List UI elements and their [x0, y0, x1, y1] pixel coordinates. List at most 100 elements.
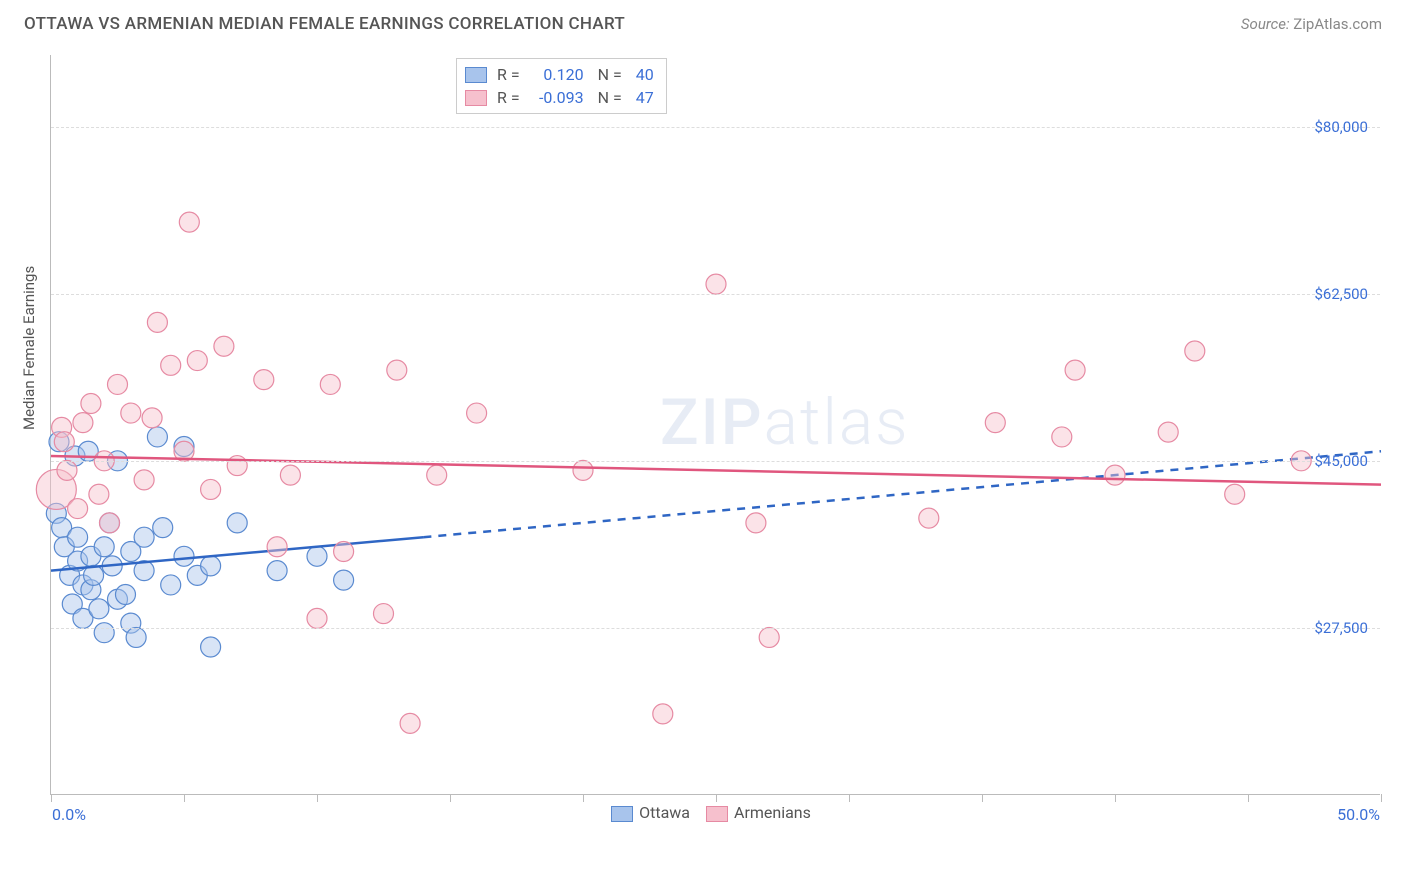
data-point: [919, 508, 939, 528]
stat-n-value: 47: [626, 88, 654, 107]
data-point: [94, 623, 114, 643]
data-point: [254, 370, 274, 390]
data-point: [759, 627, 779, 647]
data-point: [57, 460, 77, 480]
data-point: [280, 465, 300, 485]
data-point: [267, 537, 287, 557]
chart-header: OTTAWA VS ARMENIAN MEDIAN FEMALE EARNING…: [0, 0, 1406, 42]
y-tick-label: $80,000: [1314, 118, 1368, 136]
stat-r-label: R =: [497, 88, 520, 107]
data-point: [174, 546, 194, 566]
stat-n-label: N =: [598, 65, 622, 84]
data-point: [94, 537, 114, 557]
data-point: [89, 484, 109, 504]
data-point: [108, 374, 128, 394]
data-point: [134, 470, 154, 490]
data-point: [201, 556, 221, 576]
stats-row: R =0.120 N =40: [465, 63, 654, 86]
x-tick: [716, 794, 717, 802]
data-point: [320, 374, 340, 394]
y-tick-label: $27,500: [1314, 619, 1368, 637]
y-tick-label: $62,500: [1314, 285, 1368, 303]
grid-line: [51, 461, 1380, 462]
data-point: [126, 627, 146, 647]
data-point: [1105, 465, 1125, 485]
data-point: [1185, 341, 1205, 361]
stats-row: R =-0.093 N =47: [465, 86, 654, 109]
data-point: [400, 713, 420, 733]
data-point: [187, 351, 207, 371]
data-point: [73, 413, 93, 433]
data-point: [1158, 422, 1178, 442]
x-tick: [1248, 794, 1249, 802]
source-name: ZipAtlas.com: [1293, 15, 1382, 33]
stat-r-label: R =: [497, 65, 520, 84]
bottom-legend: OttawaArmenians: [0, 803, 1406, 822]
data-point: [746, 513, 766, 533]
data-point: [201, 479, 221, 499]
data-point: [68, 527, 88, 547]
source-label: Source:: [1241, 15, 1290, 33]
grid-line: [51, 127, 1380, 128]
data-point: [68, 499, 88, 519]
grid-line: [51, 294, 1380, 295]
x-tick: [184, 794, 185, 802]
data-point: [81, 394, 101, 414]
y-axis-label: Median Female Earnings: [20, 266, 38, 430]
plot-area: R =0.120 N =40 R =-0.093 N =47 $27,500 $45,0…: [50, 55, 1380, 795]
stat-r-value: 0.120: [524, 65, 584, 84]
data-point: [121, 403, 141, 423]
data-point: [334, 542, 354, 562]
data-point: [147, 427, 167, 447]
data-point: [214, 336, 234, 356]
data-point: [161, 575, 181, 595]
legend-swatch: [611, 806, 633, 822]
data-point: [153, 518, 173, 538]
data-point: [115, 584, 135, 604]
data-point: [1225, 484, 1245, 504]
legend-swatch: [706, 806, 728, 822]
data-point: [142, 408, 162, 428]
data-point: [227, 456, 247, 476]
x-tick: [1115, 794, 1116, 802]
x-tick: [51, 794, 52, 802]
data-point: [573, 460, 593, 480]
legend-label: Ottawa: [639, 803, 690, 822]
stat-n-value: 40: [626, 65, 654, 84]
x-tick: [450, 794, 451, 802]
data-point: [467, 403, 487, 423]
data-point: [427, 465, 447, 485]
stat-r-value: -0.093: [524, 88, 584, 107]
legend-swatch: [465, 90, 487, 106]
data-point: [54, 432, 74, 452]
x-tick: [849, 794, 850, 802]
legend-swatch: [465, 67, 487, 83]
x-tick: [1381, 794, 1382, 802]
source-credit: Source: ZipAtlas.com: [1241, 15, 1382, 33]
data-point: [985, 413, 1005, 433]
data-point: [227, 513, 247, 533]
data-point: [1065, 360, 1085, 380]
x-tick: [982, 794, 983, 802]
x-tick: [317, 794, 318, 802]
y-tick-label: $45,000: [1314, 452, 1368, 470]
chart-svg: [51, 55, 1380, 794]
data-point: [179, 212, 199, 232]
stat-n-label: N =: [598, 88, 622, 107]
data-point: [706, 274, 726, 294]
data-point: [89, 599, 109, 619]
x-tick: [583, 794, 584, 802]
data-point: [307, 608, 327, 628]
data-point: [201, 637, 221, 657]
grid-line: [51, 628, 1380, 629]
data-point: [374, 604, 394, 624]
stats-legend-box: R =0.120 N =40 R =-0.093 N =47: [456, 58, 667, 114]
data-point: [1052, 427, 1072, 447]
data-point: [161, 355, 181, 375]
data-point: [134, 527, 154, 547]
data-point: [653, 704, 673, 724]
data-point: [267, 561, 287, 581]
data-point: [307, 546, 327, 566]
data-point: [334, 570, 354, 590]
data-point: [387, 360, 407, 380]
